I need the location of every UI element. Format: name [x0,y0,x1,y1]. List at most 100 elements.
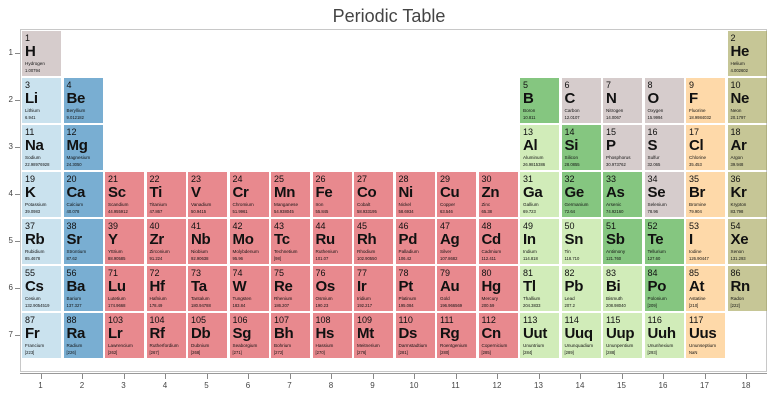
element-cell[interactable]: 10 Ne Neon 20.1797 [727,78,767,123]
element-cell[interactable]: 47 Ag Silver 107.8682 [437,219,476,264]
element-cell[interactable]: 14 Si Silicon 28.0855 [561,125,601,170]
element-cell[interactable]: 2 He Helium 4.002602 [727,31,767,76]
element-cell[interactable]: 23 V Vanadium 50.9415 [188,172,227,217]
element-cell[interactable]: 86 Rn Radon [222] [727,266,767,311]
element-cell[interactable]: 4 Be Beryllium 9.012182 [63,78,103,123]
element-name: Carbon [564,108,580,113]
element-name: Chlorine [689,155,707,160]
element-cell[interactable]: 115 Uup Ununpentium [288] [603,313,642,358]
element-cell[interactable]: 41 Nb Niobium 92.90638 [188,219,227,264]
element-cell[interactable]: 22 Ti Titanium 47.867 [146,172,186,217]
element-cell[interactable]: 107 Bh Bohrium [272] [271,313,310,358]
element-cell[interactable]: 33 As Arsenic 74.92160 [603,172,642,217]
element-cell[interactable]: 13 Al Aluminum 26.9815386 [520,125,559,170]
element-cell[interactable]: 81 Tl Thallium 204.3833 [520,266,559,311]
element-cell[interactable]: 104 Rf Rutherfordium [267] [146,313,186,358]
element-cell[interactable]: 17 Cl Chlorine 35.453 [686,125,725,170]
element-cell[interactable]: 34 Se Selenium 78.96 [644,172,684,217]
element-cell[interactable]: 55 Cs Cesium 132.9054519 [22,266,61,311]
element-cell[interactable]: 82 Pb Lead 207.2 [561,266,601,311]
element-cell[interactable]: 84 Po Polonium [209] [644,266,684,311]
element-cell[interactable]: 5 B Boron 10.811 [520,78,559,123]
element-cell[interactable]: 51 Sb Antimony 121.760 [603,219,642,264]
element-cell[interactable]: 76 Os Osmium 190.23 [312,266,352,311]
element-cell[interactable]: 11 Na Sodium 22.98976928 [22,125,61,170]
element-cell[interactable]: 27 Co Cobalt 58.933195 [354,172,393,217]
element-cell[interactable]: 79 Au Gold 196.966569 [437,266,476,311]
element-cell[interactable]: 112 Cn Copernicium [285] [478,313,518,358]
element-cell[interactable]: 85 At Astatine [210] [686,266,725,311]
element-cell[interactable]: 88 Ra Radium [226] [63,313,103,358]
element-cell[interactable]: 49 In Indium 114.818 [520,219,559,264]
element-cell[interactable]: 1 H Hydrogen 1.00794 [22,31,61,76]
element-cell[interactable]: 25 Mn Manganese 54.938045 [271,172,310,217]
element-cell[interactable]: 7 N Nitrogen 14.0067 [603,78,642,123]
element-name: Strontium [66,249,87,254]
element-cell[interactable]: 15 P Phosphorus 30.973762 [603,125,642,170]
element-cell[interactable]: 73 Ta Tantalum 180.94788 [188,266,227,311]
element-cell[interactable]: 77 Ir Iridium 192.217 [354,266,393,311]
element-cell[interactable]: 37 Rb Rubidium 85.4678 [22,219,61,264]
element-cell[interactable]: 26 Fe Iron 55.845 [312,172,352,217]
element-cell[interactable]: 80 Hg Mercury 200.59 [478,266,518,311]
element-cell[interactable]: 45 Rh Rhodium 102.90550 [354,219,393,264]
element-cell[interactable]: 109 Mt Meitnerium [276] [354,313,393,358]
x-tick-label: 6 [245,381,251,390]
element-cell[interactable]: 21 Sc Scandium 44.955912 [105,172,144,217]
element-cell[interactable]: 108 Hs Hassium [270] [312,313,352,358]
element-symbol: Ti [149,184,163,201]
element-cell[interactable]: 54 Xe Xenon 131.293 [727,219,767,264]
element-cell[interactable]: 75 Re Rhenium 186.207 [271,266,310,311]
element-cell[interactable]: 38 Sr Strontium 87.62 [63,219,103,264]
element-cell[interactable]: 72 Hf Hafnium 178.49 [146,266,186,311]
element-cell[interactable]: 8 O Oxygen 15.9994 [644,78,684,123]
element-cell[interactable]: 105 Db Dubnium [268] [188,313,227,358]
element-cell[interactable]: 24 Cr Chromium 51.9961 [229,172,269,217]
element-cell[interactable]: 28 Ni Nickel 58.6934 [395,172,435,217]
element-cell[interactable]: 53 I Iodine 126.90447 [686,219,725,264]
element-cell[interactable]: 30 Zn Zinc 65.38 [478,172,518,217]
element-cell[interactable]: 83 Bi Bismuth 208.98040 [603,266,642,311]
element-name: Mercury [481,296,499,301]
element-cell[interactable]: 6 C Carbon 12.0107 [561,78,601,123]
element-cell[interactable]: 35 Br Bromine 79.904 [686,172,725,217]
element-name: Tellurium [647,249,666,254]
element-cell[interactable]: 42 Mo Molybdenum 95.96 [229,219,269,264]
element-cell[interactable]: 114 Uuq Ununquadium [289] [561,313,601,358]
element-cell[interactable]: 103 Lr Lawrencium [262] [105,313,144,358]
element-cell[interactable]: 9 F Fluorine 18.9984032 [686,78,725,123]
atomic-number: 17 [689,127,700,137]
element-cell[interactable]: 52 Te Tellurium 127.60 [644,219,684,264]
atomic-number: 13 [523,127,534,137]
element-cell[interactable]: 50 Sn Tin 118.710 [561,219,601,264]
element-cell[interactable]: 19 K Potassium 39.0983 [22,172,61,217]
element-cell[interactable]: 106 Sg Seaborgium [271] [229,313,269,358]
element-cell[interactable]: 18 Ar Argon 39.948 [727,125,767,170]
element-cell[interactable]: 44 Ru Ruthenium 101.07 [312,219,352,264]
element-cell[interactable]: 48 Cd Cadmium 112.411 [478,219,518,264]
element-cell[interactable]: 29 Cu Copper 63.546 [437,172,476,217]
element-cell[interactable]: 78 Pt Platinum 195.084 [395,266,435,311]
element-cell[interactable]: 39 Y Yttrium 88.90585 [105,219,144,264]
element-cell[interactable]: 111 Rg Roentgenium [280] [437,313,476,358]
element-cell[interactable]: 43 Tc Technetium [98] [271,219,310,264]
element-cell[interactable]: 110 Ds Darmstadtium [281] [395,313,435,358]
element-cell[interactable]: 3 Li Lithium 6.941 [22,78,61,123]
element-cell[interactable]: 12 Mg Magnesium 24.3050 [63,125,103,170]
element-cell[interactable]: 74 W Tungsten 183.84 [229,266,269,311]
element-cell[interactable]: 46 Pd Palladium 106.42 [395,219,435,264]
element-cell[interactable]: 117 Uus Ununseptium NaN [686,313,725,358]
element-cell[interactable]: 71 Lu Lutetium 174.9668 [105,266,144,311]
element-symbol: Uus [689,325,717,342]
element-cell[interactable]: 87 Fr Francium [223] [22,313,61,358]
element-cell[interactable]: 116 Uuh Ununhexium [293] [644,313,684,358]
atomic-mass: 69.723 [523,209,536,214]
element-cell[interactable]: 16 S Sulfur 32.065 [644,125,684,170]
element-cell[interactable]: 36 Kr Krypton 83.798 [727,172,767,217]
element-cell[interactable]: 113 Uut Ununtrium [284] [520,313,559,358]
element-cell[interactable]: 31 Ga Gallium 69.723 [520,172,559,217]
element-cell[interactable]: 20 Ca Calcium 40.078 [63,172,103,217]
element-cell[interactable]: 56 Ba Barium 137.327 [63,266,103,311]
element-cell[interactable]: 40 Zr Zirconium 91.224 [146,219,186,264]
element-cell[interactable]: 32 Ge Germanium 72.64 [561,172,601,217]
